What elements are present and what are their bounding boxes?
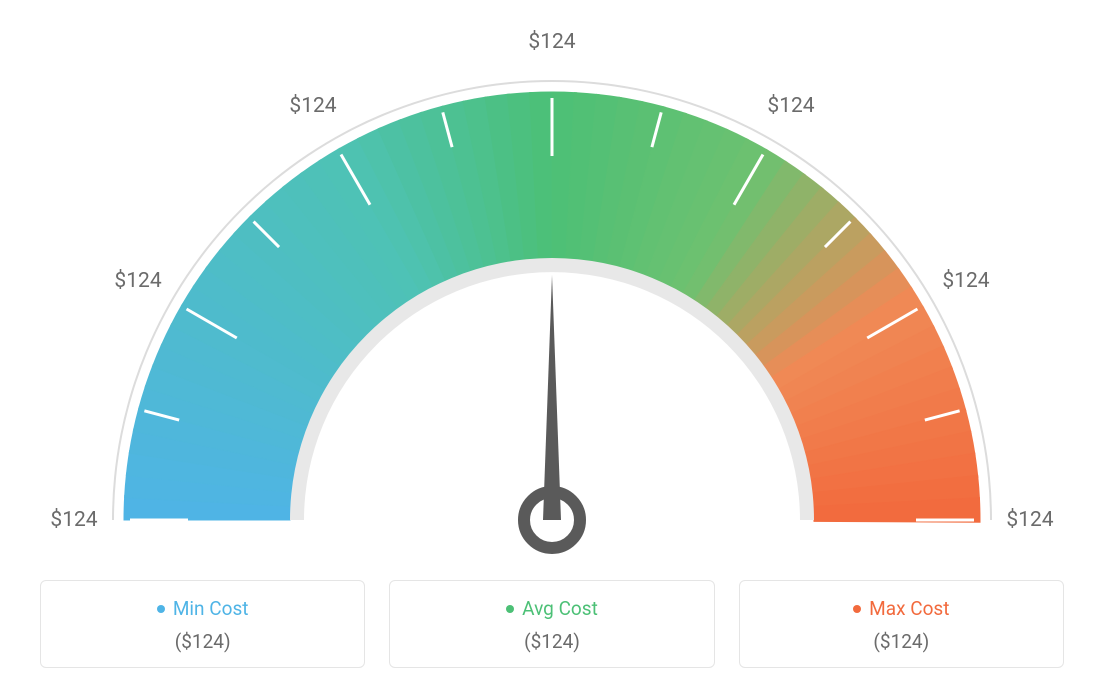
- legend-card-avg: Avg Cost ($124): [389, 580, 714, 668]
- legend-dot-icon: [853, 605, 861, 613]
- gauge-tick-label: $124: [289, 94, 336, 118]
- gauge-tick-label: $124: [114, 269, 161, 293]
- legend-label: Avg Cost: [522, 597, 598, 620]
- legend-card-max: Max Cost ($124): [739, 580, 1064, 668]
- legend-title: Max Cost: [853, 597, 949, 620]
- legend-label: Max Cost: [869, 597, 949, 620]
- legend-dot-icon: [506, 605, 514, 613]
- legend-title: Min Cost: [157, 597, 249, 620]
- gauge-tick-label: $124: [1006, 508, 1053, 532]
- legend-row: Min Cost ($124) Avg Cost ($124) Max Cost…: [40, 580, 1064, 668]
- gauge-tick-label: $124: [50, 508, 97, 532]
- gauge-chart: $124 $124 $124 $124 $124 $124 $124: [0, 0, 1104, 560]
- gauge-tick-label: $124: [767, 94, 814, 118]
- gauge-svg: [0, 0, 1104, 560]
- legend-value: ($124): [740, 630, 1063, 653]
- legend-label: Min Cost: [173, 597, 249, 620]
- legend-value: ($124): [41, 630, 364, 653]
- legend-dot-icon: [157, 605, 165, 613]
- gauge-tick-label: $124: [942, 269, 989, 293]
- gauge-tick-label: $124: [528, 30, 575, 54]
- legend-title: Avg Cost: [506, 597, 598, 620]
- legend-value: ($124): [390, 630, 713, 653]
- legend-card-min: Min Cost ($124): [40, 580, 365, 668]
